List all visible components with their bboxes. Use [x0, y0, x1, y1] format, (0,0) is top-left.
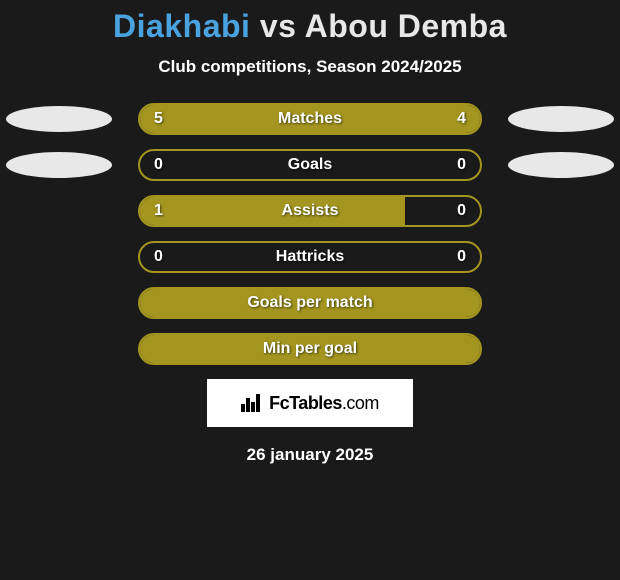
stat-bar-track: Min per goal — [138, 333, 482, 365]
stat-rows: 5 Matches 4 0 Goals 0 1 Assists 0 0 Hattricks 0 Goal… — [0, 103, 620, 365]
stat-bar-labels: 1 Assists 0 — [140, 197, 480, 225]
player2-ellipse-icon — [508, 152, 614, 178]
logo-text: FcTables.com — [269, 393, 379, 414]
stat-bar-labels: 5 Matches 4 — [140, 105, 480, 133]
stat-row: 0 Goals 0 — [0, 149, 620, 181]
stat-bar-track: 0 Goals 0 — [138, 149, 482, 181]
page-title: Diakhabi vs Abou Demba — [113, 8, 507, 45]
stat-label: Matches — [278, 110, 342, 128]
stat-left-value: 0 — [154, 248, 163, 266]
stat-right-value: 0 — [457, 248, 466, 266]
stat-right-value: 0 — [457, 156, 466, 174]
stat-row: 5 Matches 4 — [0, 103, 620, 135]
fctables-logo[interactable]: FcTables.com — [207, 379, 413, 427]
stat-left-value: 0 — [154, 156, 163, 174]
stat-label: Goals — [288, 156, 332, 174]
logo-bars-icon — [241, 394, 263, 412]
stat-bar-track: Goals per match — [138, 287, 482, 319]
stat-bar-track: 0 Hattricks 0 — [138, 241, 482, 273]
title-player1: Diakhabi — [113, 8, 250, 44]
title-vs: vs — [260, 8, 297, 44]
stat-row: Min per goal — [0, 333, 620, 365]
stat-right-value: 0 — [457, 202, 466, 220]
stat-label: Min per goal — [263, 340, 357, 358]
stat-left-value: 1 — [154, 202, 163, 220]
comparison-card: Diakhabi vs Abou Demba Club competitions… — [0, 0, 620, 465]
stat-row: 0 Hattricks 0 — [0, 241, 620, 273]
stat-bar-labels: Goals per match — [140, 289, 480, 317]
stat-bar-track: 1 Assists 0 — [138, 195, 482, 227]
stat-label: Goals per match — [247, 294, 372, 312]
subtitle: Club competitions, Season 2024/2025 — [158, 57, 461, 77]
stat-bar-track: 5 Matches 4 — [138, 103, 482, 135]
stat-label: Hattricks — [276, 248, 344, 266]
stat-row: 1 Assists 0 — [0, 195, 620, 227]
stat-label: Assists — [282, 202, 339, 220]
player1-ellipse-icon — [6, 106, 112, 132]
logo-text-light: .com — [342, 393, 379, 413]
stat-bar-labels: 0 Hattricks 0 — [140, 243, 480, 271]
logo-text-strong: FcTables — [269, 393, 342, 413]
stat-bar-labels: Min per goal — [140, 335, 480, 363]
player2-ellipse-icon — [508, 106, 614, 132]
stat-row: Goals per match — [0, 287, 620, 319]
title-player2: Abou Demba — [305, 8, 507, 44]
player1-ellipse-icon — [6, 152, 112, 178]
stat-bar-labels: 0 Goals 0 — [140, 151, 480, 179]
date-label: 26 january 2025 — [247, 445, 374, 465]
stat-right-value: 4 — [457, 110, 466, 128]
stat-left-value: 5 — [154, 110, 163, 128]
